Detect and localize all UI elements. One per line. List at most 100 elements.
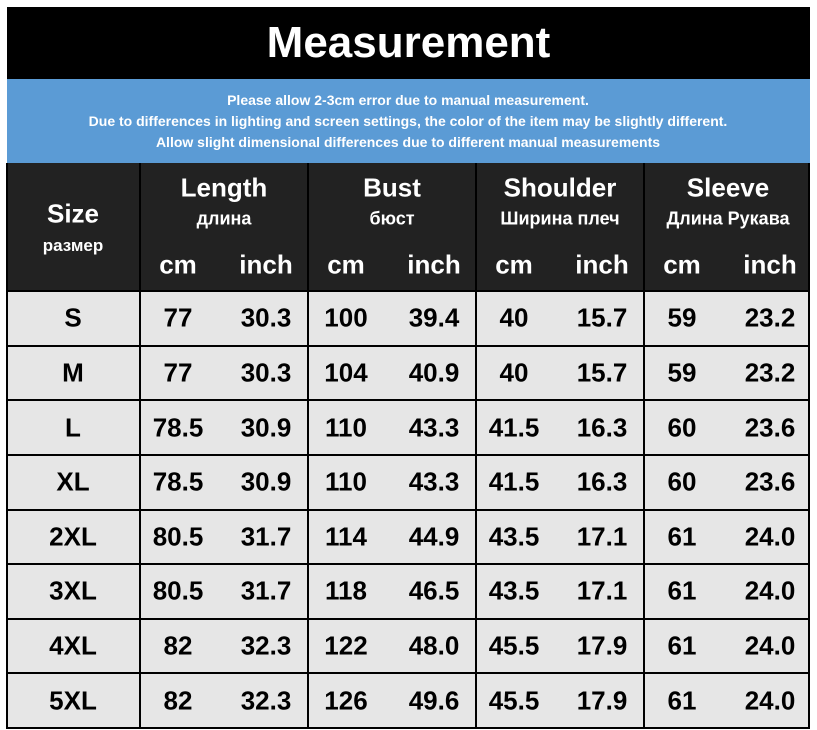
value-cell: 78.5 [152,466,204,497]
value-cell: 30.9 [240,466,292,497]
value-cell: 61 [667,575,697,606]
value-cell: 60 [667,412,697,443]
size-cell: M [62,357,84,388]
value-cell: 80.5 [152,521,204,552]
row-line [7,290,810,292]
column-line [307,163,309,729]
size-cell: 3XL [49,575,97,606]
value-cell: 17.1 [576,521,628,552]
size-cell: 5XL [49,685,97,716]
row-line [7,617,810,620]
notice-line: Please allow 2-3cm error due to manual m… [227,92,589,108]
column-line [6,163,8,729]
size-cell: XL [56,466,90,497]
row-line [7,399,810,402]
value-cell: 23.6 [744,466,796,497]
value-cell: 46.5 [408,575,460,606]
value-cell: 77 [163,357,193,388]
value-cell: 59 [667,357,697,388]
value-cell: 61 [667,685,697,716]
row-line [7,344,810,347]
value-cell: 24.0 [744,630,796,661]
group-name: Length [180,172,268,203]
value-cell: 30.9 [240,412,292,443]
value-cell: 110 [325,466,367,497]
row-line [7,453,810,456]
unit-label: inch [743,249,797,280]
unit-label: inch [407,249,461,280]
value-cell: 16.3 [576,412,628,443]
column-line [643,163,645,729]
value-cell: 61 [667,521,697,552]
group-name: Shoulder [503,172,617,203]
value-cell: 80.5 [152,575,204,606]
column-line [139,163,141,729]
value-cell: 44.9 [408,521,460,552]
value-cell: 23.2 [744,357,796,388]
row-line [7,563,810,566]
value-cell: 23.6 [744,412,796,443]
group-name: Bust [363,172,421,203]
notice-line: Allow slight dimensional differences due… [155,134,661,150]
value-cell: 59 [667,302,697,333]
unit-label: cm [495,249,533,280]
value-cell: 100 [324,302,368,333]
group-sub: длина [196,208,252,229]
size-header: Size [46,198,100,229]
notice-line: Due to differences in lighting and scree… [88,113,728,129]
value-cell: 31.7 [240,521,292,552]
value-cell: 41.5 [488,466,540,497]
value-cell: 45.5 [488,630,540,661]
value-cell: 110 [325,412,367,443]
group-sub: Ширина плеч [500,208,620,229]
value-cell: 23.2 [744,302,796,333]
row-line [7,508,810,511]
value-cell: 78.5 [152,412,204,443]
value-cell: 48.0 [408,630,460,661]
size-cell: S [64,302,82,333]
title: Measurement [266,18,551,67]
value-cell: 39.4 [408,302,460,333]
group-sub: бюст [369,208,415,229]
unit-label: inch [239,249,293,280]
group-name: Sleeve [686,172,770,203]
value-cell: 17.1 [576,575,628,606]
size-header-sub: размер [42,236,104,255]
value-cell: 43.5 [488,521,540,552]
value-cell: 82 [163,630,193,661]
unit-label: cm [159,249,197,280]
value-cell: 24.0 [744,685,796,716]
value-cell: 77 [163,302,193,333]
value-cell: 30.3 [240,357,292,388]
size-cell: 4XL [49,630,97,661]
value-cell: 32.3 [240,685,292,716]
value-cell: 16.3 [576,466,628,497]
title-bar: Measurement [7,7,810,79]
value-cell: 32.3 [240,630,292,661]
value-cell: 104 [324,357,368,388]
value-cell: 24.0 [744,575,796,606]
value-cell: 31.7 [240,575,292,606]
value-cell: 17.9 [576,685,628,716]
value-cell: 24.0 [744,521,796,552]
size-cell: L [65,412,81,443]
value-cell: 15.7 [576,357,628,388]
value-cell: 49.6 [408,685,460,716]
value-cell: 122 [324,630,368,661]
value-cell: 40 [499,302,529,333]
row-line [7,672,810,675]
column-line [808,163,810,729]
unit-label: inch [575,249,629,280]
notice-bar [7,79,810,163]
value-cell: 118 [325,575,367,606]
value-cell: 60 [667,466,697,497]
size-cell: 2XL [49,521,97,552]
value-cell: 40 [499,357,529,388]
value-cell: 17.9 [576,630,628,661]
value-cell: 61 [667,630,697,661]
unit-label: cm [327,249,365,280]
value-cell: 43.3 [408,412,460,443]
value-cell: 43.5 [488,575,540,606]
column-line [475,163,477,729]
